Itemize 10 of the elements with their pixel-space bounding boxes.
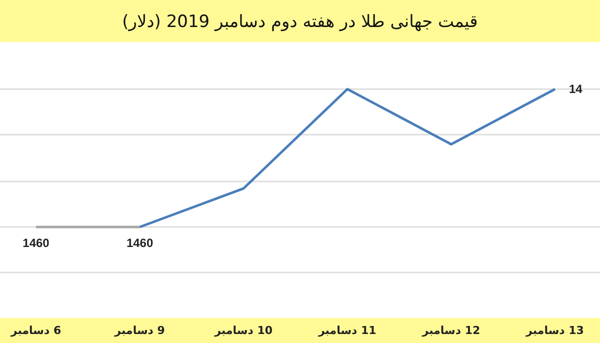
annotation: 14 xyxy=(569,82,583,96)
x-tick-label: 6 دسامبر xyxy=(10,324,62,337)
x-tick-label: 13 دسامبر xyxy=(525,324,584,337)
x-tick-label: 9 دسامبر xyxy=(114,324,165,337)
x-tick-label: 11 دسامبر xyxy=(317,324,376,337)
x-tick-label: 10 دسامبر xyxy=(214,324,273,337)
annotation: 1460 xyxy=(22,236,50,250)
annotation: 1460 xyxy=(126,236,154,250)
chart-title: قیمت جهانی طلا در هفته دوم دسامبر 2019 (دلار) xyxy=(122,12,478,32)
x-tick-label: 12 دسامبر xyxy=(421,324,480,337)
